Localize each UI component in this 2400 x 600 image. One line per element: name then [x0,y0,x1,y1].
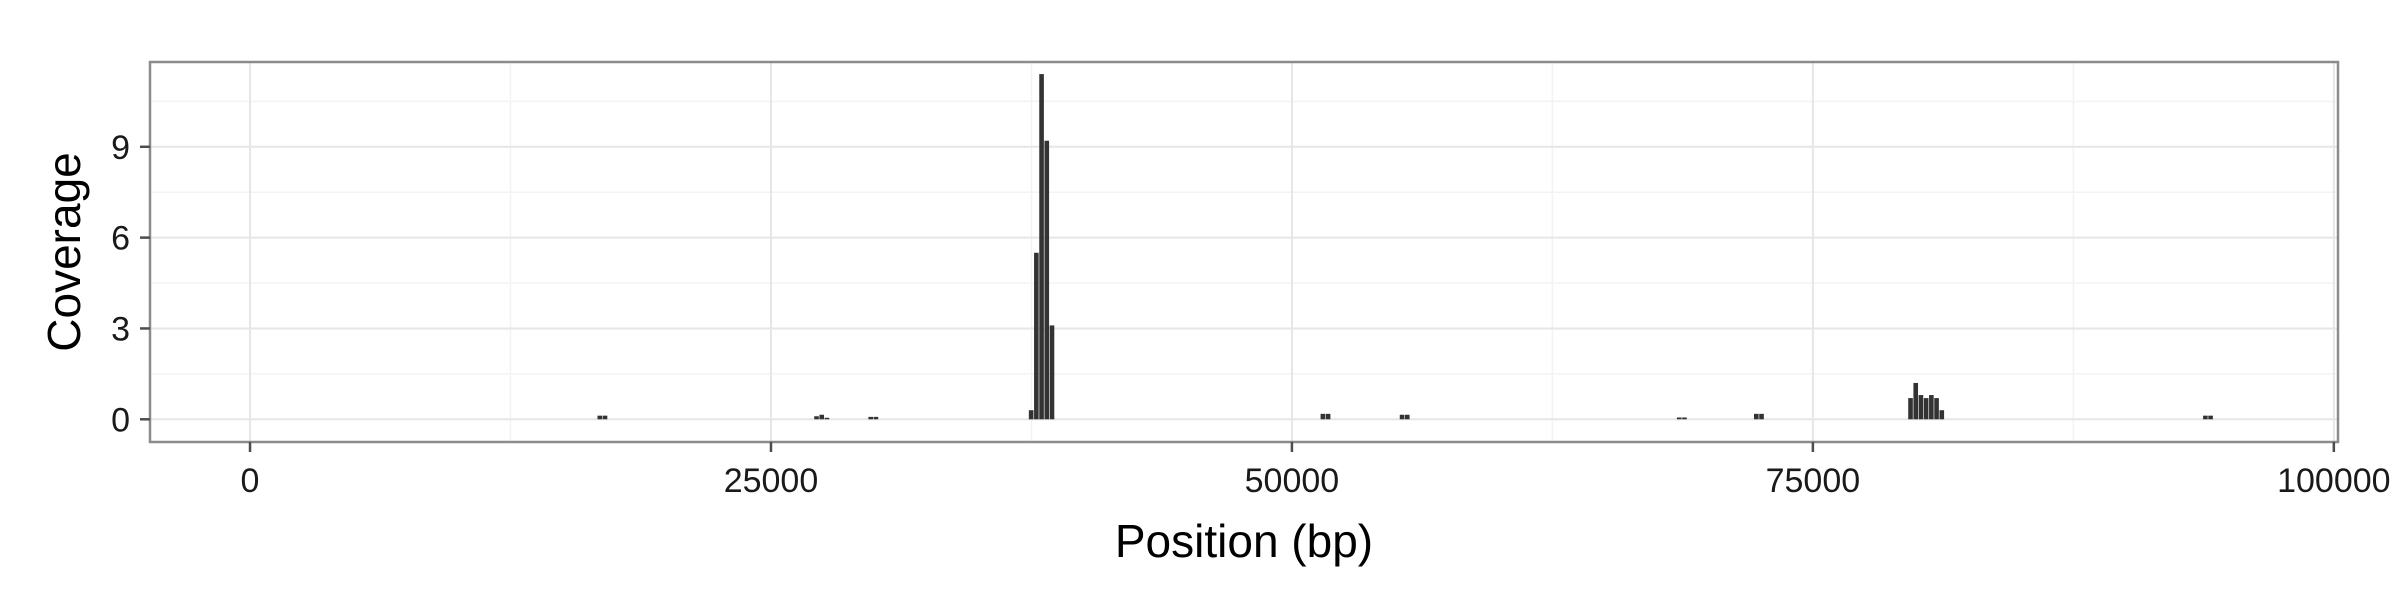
y-tick-label: 9 [111,129,130,167]
coverage-bar [1399,414,1405,420]
coverage-bar [2208,415,2213,420]
coverage-bar [1404,414,1410,420]
coverage-bar [1908,398,1913,420]
x-axis-title: Position (bp) [1115,515,1373,567]
coverage-bar [814,416,819,420]
coverage-bar [597,415,603,420]
coverage-bar [1044,140,1050,420]
coverage-bar [868,416,874,420]
coverage-bar [824,417,830,420]
plot-panel [148,60,2340,444]
coverage-bar [1939,410,1945,420]
coverage-bar [1034,252,1039,420]
y-axis-title: Coverage [38,152,90,351]
coverage-bar [1682,417,1687,420]
coverage-bar [873,416,879,420]
axis-ticks [140,145,2336,452]
coverage-bar [1039,74,1044,420]
coverage-bar [819,414,825,420]
coverage-bar [1320,413,1326,420]
x-tick-label: 75000 [1766,462,1861,500]
y-tick-label: 0 [111,401,130,439]
coverage-bar [1934,398,1939,420]
coverage-bar [602,415,608,420]
grid-lines [150,62,2338,442]
y-tick-label: 3 [111,310,130,348]
y-tick-label: 6 [111,220,130,258]
coverage-bar [1325,413,1331,420]
coverage-bars [597,74,2213,420]
coverage-bar [1049,325,1055,420]
coverage-bar [1028,410,1034,420]
x-tick-label: 25000 [724,462,819,500]
coverage-bar [1913,382,1919,420]
coverage-bar [1759,413,1764,420]
coverage-bar [1929,395,1934,420]
coverage-bar [1923,398,1929,420]
coverage-bar [1754,413,1759,420]
coverage-bar [1918,395,1924,420]
x-tick-label: 50000 [1245,462,1340,500]
x-tick-label: 0 [241,462,260,500]
tick-labels: 0 25000 50000 75000 100000 0 3 6 9 [111,129,2390,500]
coverage-bar [2203,415,2208,420]
x-tick-label: 100000 [2277,462,2390,500]
coverage-bar [1676,417,1682,420]
